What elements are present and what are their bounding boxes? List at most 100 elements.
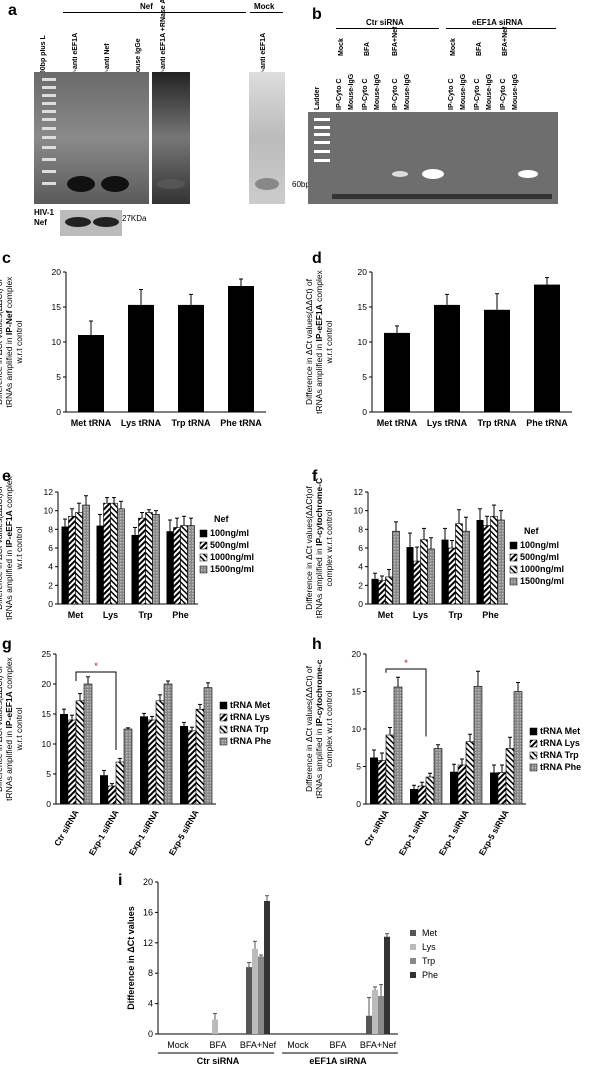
legend-entry: 1000ng/ml xyxy=(210,552,254,562)
bar xyxy=(505,748,515,805)
bar xyxy=(410,789,418,804)
legend-entry: tRNA Lys xyxy=(540,738,580,748)
marker-60bp: 60bp xyxy=(292,180,310,189)
y-tick-label: 12 xyxy=(354,487,364,497)
x-tick-label: Lys tRNA xyxy=(121,418,162,428)
y-tick-label: 15 xyxy=(52,302,62,312)
legend-swatch xyxy=(219,737,228,746)
panel-label-e: e xyxy=(2,468,11,485)
marker-27kda: 27KDa xyxy=(122,214,147,223)
y-tick-label: 0 xyxy=(356,799,361,809)
legend-swatch xyxy=(199,553,208,562)
bar xyxy=(450,771,458,804)
legend-swatch xyxy=(199,541,208,550)
legend-entry: Trp xyxy=(422,956,435,966)
x-tick-label: Phe xyxy=(482,610,499,620)
y-axis-label: Difference in ΔCt values xyxy=(126,906,136,1010)
bar xyxy=(145,512,153,605)
legend-swatch xyxy=(410,972,416,978)
x-tick-label: BFA+Nef xyxy=(360,1040,397,1050)
y-axis-label: Difference in ΔCt values(ΔΔCt) oftRNAs a… xyxy=(304,269,334,413)
bar xyxy=(465,741,475,805)
panel-label-g: g xyxy=(2,636,12,653)
legend-entry: Lys xyxy=(422,942,436,952)
gel-b-image xyxy=(308,112,558,204)
gel-b-sub-label: BFA+Nef xyxy=(392,26,399,56)
x-tick-label: Exp-5 siRNA xyxy=(477,808,511,857)
bar xyxy=(455,523,463,605)
x-tick-label: Lys tRNA xyxy=(427,418,468,428)
gel-b-sub-label: Mock xyxy=(450,38,457,56)
panel-label-a: a xyxy=(8,2,17,19)
bar xyxy=(187,730,197,805)
mock-group-label: Mock xyxy=(254,2,275,11)
bar xyxy=(252,948,258,1034)
gel-b-lane-label: Ladder xyxy=(314,86,321,110)
x-tick-label: Phe xyxy=(172,610,189,620)
y-tick-label: 15 xyxy=(352,687,362,697)
legend-swatch xyxy=(529,739,538,748)
bar xyxy=(534,284,560,412)
bar xyxy=(195,708,205,805)
x-tick-label: Trp tRNA xyxy=(172,418,211,428)
bar xyxy=(138,517,146,605)
bar xyxy=(61,526,69,604)
significance-bracket xyxy=(385,668,427,737)
y-tick-label: 10 xyxy=(352,724,362,734)
gel-b-lane-label: IP-Cyto C xyxy=(500,78,507,111)
x-tick-label: Ctr siRNA xyxy=(362,808,391,848)
gel-b-lane-label: IP-Cyto C xyxy=(448,78,455,111)
bar xyxy=(406,547,414,604)
bar xyxy=(152,514,160,605)
x-tick-label: Met xyxy=(378,610,394,620)
chart-h: 0 5 10 15 20 Difference in ΔCt values(ΔΔCt) o… xyxy=(304,649,581,857)
x-tick-label: Trp xyxy=(138,610,153,620)
bar xyxy=(128,304,154,412)
panel-label-d: d xyxy=(312,250,322,267)
bar xyxy=(434,304,460,412)
bar xyxy=(67,719,77,805)
bar xyxy=(371,578,379,604)
y-tick-label: 8 xyxy=(358,524,363,534)
y-tick-label: 20 xyxy=(358,267,368,277)
y-tick-label: 20 xyxy=(52,267,62,277)
bar xyxy=(483,525,491,605)
significance-marker: * xyxy=(94,661,98,671)
y-tick-label: 20 xyxy=(143,877,153,887)
bar xyxy=(377,760,387,805)
gel-b-sub-label: Mock xyxy=(338,38,345,56)
y-tick-label: 0 xyxy=(358,599,363,609)
bar xyxy=(457,764,467,805)
legend-entry: 1500ng/ml xyxy=(210,564,254,574)
legend-title: Nef xyxy=(214,514,230,524)
bar xyxy=(147,719,157,805)
bar xyxy=(513,691,523,805)
x-tick-label: Phe tRNA xyxy=(220,418,262,428)
x-tick-label: Exp-1 siRNA xyxy=(87,808,121,857)
x-tick-label: Lys xyxy=(103,610,118,620)
bar xyxy=(441,539,449,604)
x-tick-label: Trp xyxy=(448,610,463,620)
significance-bracket xyxy=(75,671,117,750)
y-tick-label: 12 xyxy=(143,938,153,948)
gel-b-lane-label: Mouse-IgG xyxy=(460,73,467,110)
x-tick-label: Met xyxy=(68,610,84,620)
y-tick-label: 10 xyxy=(52,337,62,347)
y-tick-label: 4 xyxy=(148,999,153,1009)
legend-swatch xyxy=(509,565,518,574)
legend-title: Nef xyxy=(524,526,540,536)
bar xyxy=(163,683,173,805)
x-tick-label: Trp tRNA xyxy=(478,418,517,428)
y-tick-label: 0 xyxy=(56,407,61,417)
bar xyxy=(103,502,111,605)
bar xyxy=(385,576,393,605)
legend-entry: tRNA Met xyxy=(540,726,580,736)
bar xyxy=(180,525,188,605)
legend-entry: 500ng/ml xyxy=(520,552,559,562)
panel-label-h: h xyxy=(312,636,322,653)
x-tick-label: Exp-1 siRNA xyxy=(437,808,471,857)
x-tick-label: Mock xyxy=(287,1040,309,1050)
legend-entry: tRNA Trp xyxy=(540,750,579,760)
y-tick-label: 0 xyxy=(48,599,53,609)
bar xyxy=(497,519,505,605)
